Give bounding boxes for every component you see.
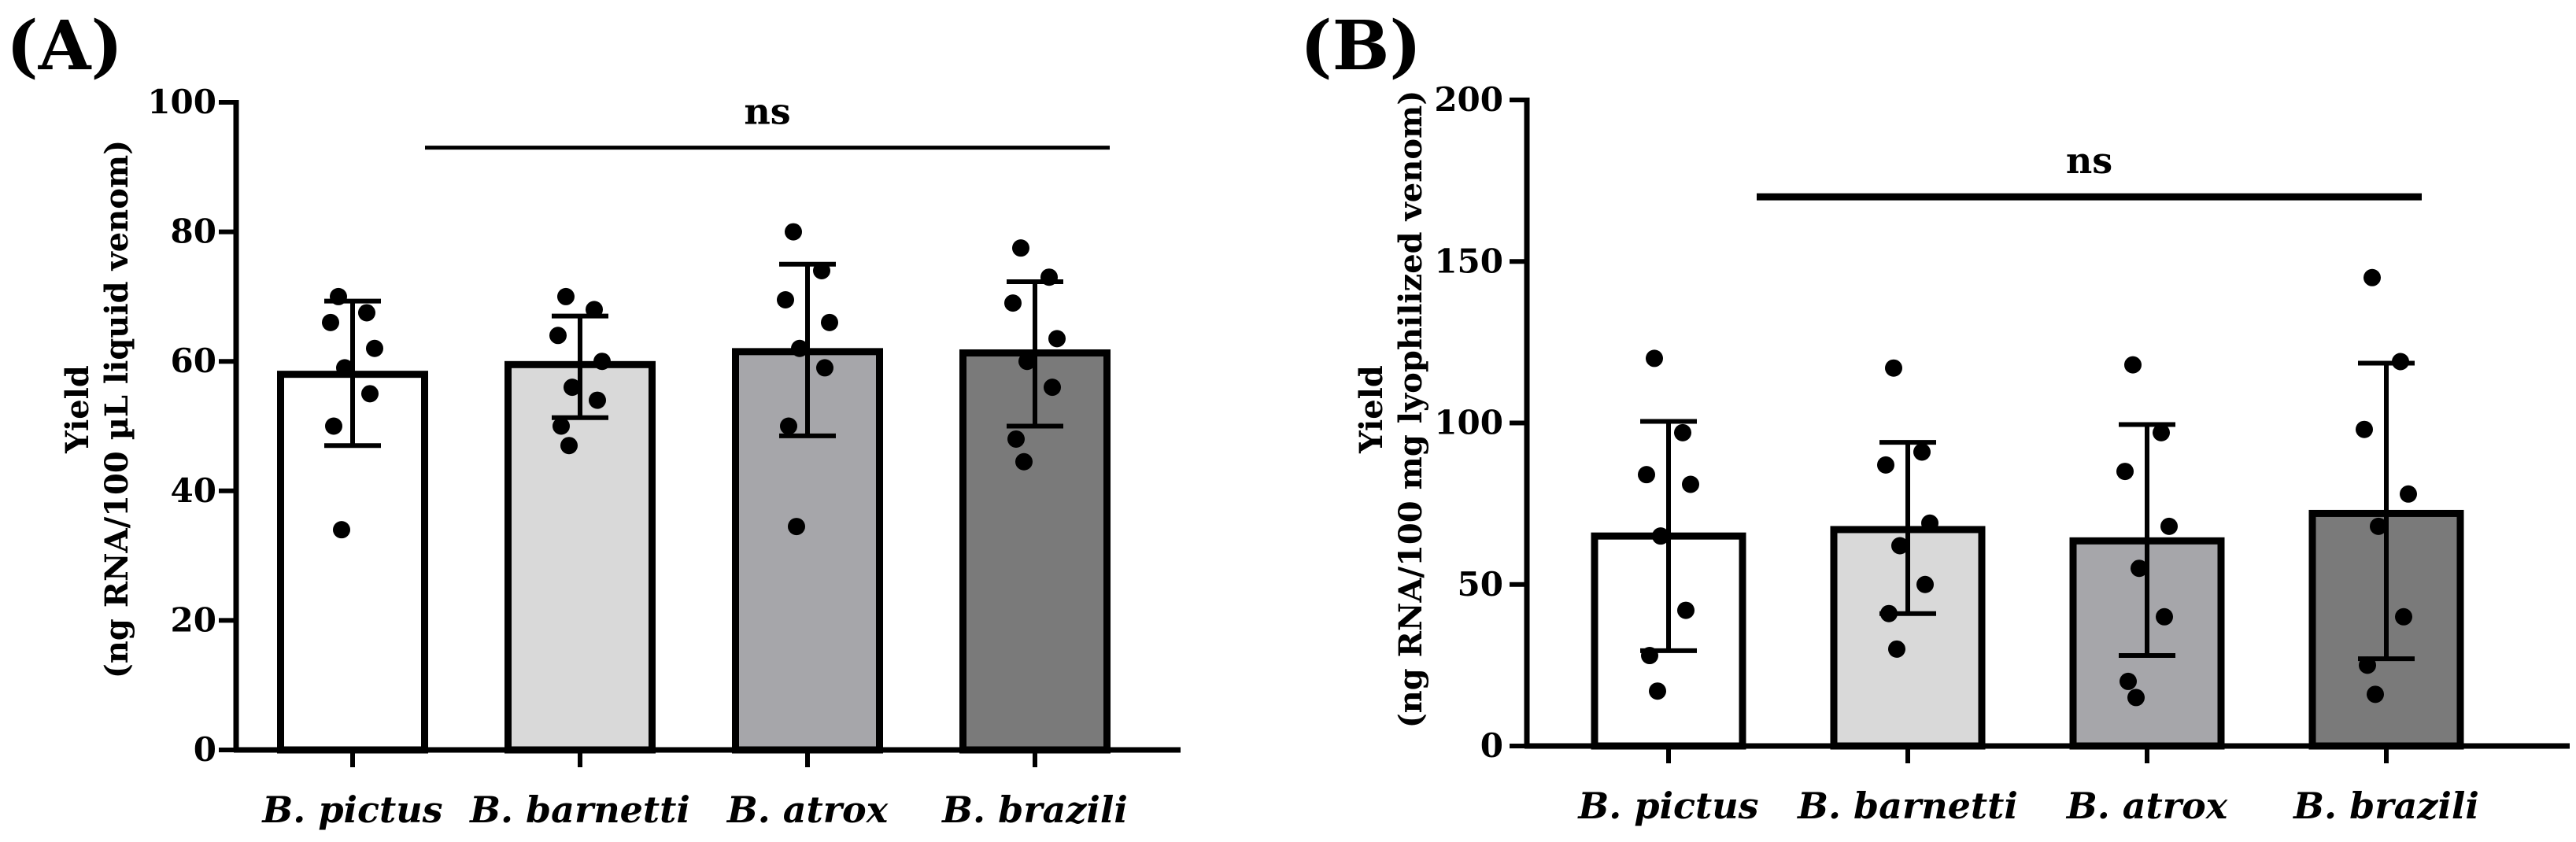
panel-b-data-point <box>2160 517 2178 535</box>
panel-a-category-label: B. pictus <box>261 788 442 831</box>
panel-a-significance-label: ns <box>744 90 790 133</box>
panel-b-ylabel-line1: Yield <box>1353 365 1390 454</box>
panel-b-data-point <box>1674 423 1691 441</box>
panel-a-data-point <box>564 379 581 397</box>
panel-a-data-point <box>777 291 794 309</box>
panel-a-data-point <box>322 313 339 331</box>
panel-a-ytick-label: 80 <box>171 212 216 251</box>
panel-a-plot-area: 0 20 40 60 80 100 B. pictus B. barnetti B. atrox… <box>147 83 1181 831</box>
panel-a-data-point <box>1048 330 1066 348</box>
panel-a-ytick-label: 0 <box>194 730 216 769</box>
panel-b-data-point <box>2395 607 2412 626</box>
panel-a-data-point <box>560 437 578 455</box>
panel-a-data-point <box>593 353 611 371</box>
panel-a-data-point <box>1004 294 1022 312</box>
panel-b-data-point <box>1638 466 1655 484</box>
panel-b-ytick-label: 150 <box>1434 242 1503 280</box>
panel-b-data-point <box>2127 689 2145 707</box>
panel-a-bar <box>504 360 656 754</box>
panel-b-data-point <box>2116 463 2134 481</box>
panel-b-significance-label: ns <box>2066 139 2112 182</box>
panel-a-data-point <box>1018 353 1036 371</box>
panel-b-data-point <box>1880 604 1898 622</box>
panel-b-data-point <box>1885 359 1902 377</box>
panel-a-data-point <box>333 521 350 539</box>
panel-b-data-point <box>2367 685 2384 704</box>
panel-b-category-label: B. brazili <box>2292 785 2479 827</box>
panel-a-label: (A) <box>6 6 123 86</box>
panel-a-category-label: B. barnetti <box>468 788 690 831</box>
panel-a-ytick-label: 40 <box>171 471 216 510</box>
panel-a-ytick-label: 100 <box>147 83 216 121</box>
panel-b-data-point <box>1649 682 1666 700</box>
panel-a-data-point <box>358 304 375 322</box>
panel-a-data-point <box>589 391 606 409</box>
panel-b-data-point <box>2356 420 2373 438</box>
panel-a-data-point <box>325 417 342 435</box>
panel-a: (A) Yield (ng RNA/100 µL liquid venom) 0… <box>6 6 1181 831</box>
panel-b-data-point <box>2370 517 2387 535</box>
panel-b-plot-area: 0 50 100 150 200 B. pictus B. barnetti B. atrox… <box>1434 80 2570 827</box>
panel-b-data-point <box>2400 485 2417 503</box>
panel-a-data-point <box>1040 268 1058 286</box>
panel-a-data-point <box>813 261 830 279</box>
panel-a-data-point <box>1007 430 1025 448</box>
panel-b-data-point <box>1682 475 1699 493</box>
panel-b-data-point <box>1646 349 1663 367</box>
panel-b-category-label: B. pictus <box>1576 785 1758 827</box>
panel-b-data-point <box>2120 672 2137 690</box>
panel-b: (B) Yield (ng RNA/100 mg lyophilized ven… <box>1300 6 2570 827</box>
panel-a-category-label: B. atrox <box>726 788 889 831</box>
panel-b-data-point <box>2156 607 2173 626</box>
panel-a-data-point <box>553 417 570 435</box>
panel-b-ytick-label: 50 <box>1458 565 1503 604</box>
panel-a-data-point <box>557 287 575 305</box>
panel-b-data-point <box>1921 514 1938 532</box>
panel-a-data-point <box>785 223 802 241</box>
panel-b-ytick-label: 0 <box>1480 726 1503 765</box>
panel-a-data-point <box>1012 239 1029 257</box>
panel-b-label: (B) <box>1300 6 1421 86</box>
panel-b-data-point <box>2363 268 2381 286</box>
panel-a-ytick-label: 20 <box>171 600 216 639</box>
panel-a-ytick-label: 60 <box>171 342 216 380</box>
panel-b-ytick-label: 200 <box>1434 80 1503 119</box>
panel-b-data-point <box>2359 656 2376 674</box>
panel-a-data-point <box>330 287 347 305</box>
panel-b-data-point <box>1913 443 1931 461</box>
panel-b-data-point <box>2131 559 2148 578</box>
panel-b-data-point <box>1652 527 1669 545</box>
panel-b-category-label: B. barnetti <box>1796 785 2018 827</box>
panel-a-data-point <box>361 385 379 403</box>
panel-b-data-point <box>1877 456 1894 474</box>
panel-b-category-label: B. atrox <box>2065 785 2228 827</box>
panel-b-data-point <box>1888 640 1905 658</box>
panel-b-data-point <box>2153 423 2170 441</box>
panel-a-data-point <box>366 339 383 357</box>
panel-a-category-label: B. brazili <box>941 788 1128 831</box>
panel-b-data-point <box>1891 537 1909 555</box>
panel-b-data-point <box>2124 356 2142 374</box>
panel-a-data-point <box>549 327 567 345</box>
panel-a-data-point <box>1044 379 1061 397</box>
panel-a-data-point <box>791 339 808 357</box>
panel-a-data-point <box>821 313 838 331</box>
panel-a-ylabel-line1: Yield <box>59 365 96 454</box>
panel-b-data-point <box>1677 601 1695 619</box>
panel-b-data-point <box>1641 647 1658 665</box>
panel-a-data-point <box>1015 452 1033 471</box>
panel-a-data-point <box>586 301 603 319</box>
panel-b-ytick-label: 100 <box>1434 404 1503 442</box>
panel-b-ylabel-line2: (ng RNA/100 mg lyophilized venom) <box>1392 90 1429 729</box>
panel-b-data-point <box>1916 575 1934 593</box>
panel-b-data-point <box>2392 353 2409 371</box>
panel-a-data-point <box>816 359 833 377</box>
panel-a-data-point <box>336 359 353 377</box>
panel-a-data-point <box>780 417 797 435</box>
panel-a-ylabel-line2: (ng RNA/100 µL liquid venom) <box>98 140 135 678</box>
panel-a-data-point <box>788 518 805 536</box>
